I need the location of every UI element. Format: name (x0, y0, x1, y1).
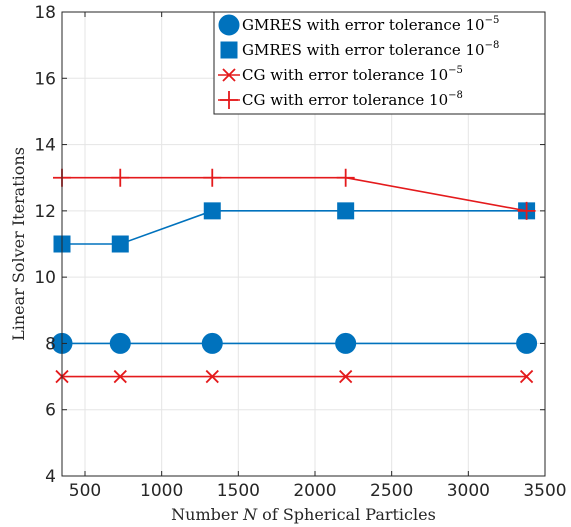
data-point (113, 369, 127, 384)
series-3 (55, 369, 534, 384)
x-tick-label: 3000 (447, 481, 490, 501)
series-line (62, 176, 527, 212)
x-tick-label: 1000 (140, 481, 183, 501)
data-point (517, 201, 536, 220)
ticks: 500 1000 1500 2000 2500 3000 3500 4 6 8 10 12 14 16 18 (34, 3, 566, 501)
data-point (516, 332, 538, 354)
legend-marker (218, 14, 240, 36)
series-1 (51, 332, 538, 354)
data-point (335, 332, 357, 354)
data-point (339, 369, 353, 384)
legend-label: GMRES with error tolerance 10−8 (242, 40, 499, 59)
data-point (111, 168, 130, 187)
y-axis-label: Linear Solver Iterations (9, 147, 28, 341)
data-point (519, 369, 534, 384)
data-point (201, 332, 223, 354)
legend-item-1: GMRES with error tolerance 10−5 (218, 14, 499, 36)
y-tick-label: 12 (34, 202, 56, 222)
data-point (203, 168, 222, 187)
y-tick-label: 14 (34, 136, 56, 156)
x-tick-label: 2500 (370, 481, 413, 501)
data-point (109, 332, 131, 354)
x-tick-label: 3500 (523, 481, 566, 501)
legend-label: CG with error tolerance 10−5 (242, 65, 463, 84)
x-tick-label: 1500 (217, 481, 260, 501)
series-4 (53, 168, 536, 220)
x-tick-label: 500 (69, 481, 101, 501)
data-point (336, 168, 355, 187)
y-tick-label: 6 (45, 401, 56, 421)
y-tick-label: 18 (34, 3, 56, 23)
series-2 (53, 202, 536, 253)
y-tick-label: 8 (45, 334, 56, 354)
data-point (337, 202, 355, 220)
legend-box (213, 11, 546, 115)
legend-item-4: CG with error tolerance 10−8 (218, 90, 463, 109)
y-tick-label: 10 (34, 268, 56, 288)
series-line (62, 210, 527, 245)
y-tick-label: 4 (45, 467, 56, 487)
x-axis-label: Number N of Spherical Particles (171, 505, 436, 524)
legend-item-3: CG with error tolerance 10−5 (218, 65, 463, 84)
data-point (205, 369, 219, 384)
data-point (203, 202, 221, 220)
legend-marker (220, 41, 238, 59)
legend-label: CG with error tolerance 10−8 (242, 90, 463, 109)
legend: GMRES with error tolerance 10−5 GMRES wit… (213, 11, 546, 115)
y-tick-label: 16 (34, 69, 56, 89)
legend-item-2: GMRES with error tolerance 10−8 (220, 40, 499, 59)
x-tick-label: 2000 (293, 481, 336, 501)
series-layer (51, 168, 538, 384)
legend-label: GMRES with error tolerance 10−5 (242, 15, 499, 34)
data-point (111, 235, 129, 253)
